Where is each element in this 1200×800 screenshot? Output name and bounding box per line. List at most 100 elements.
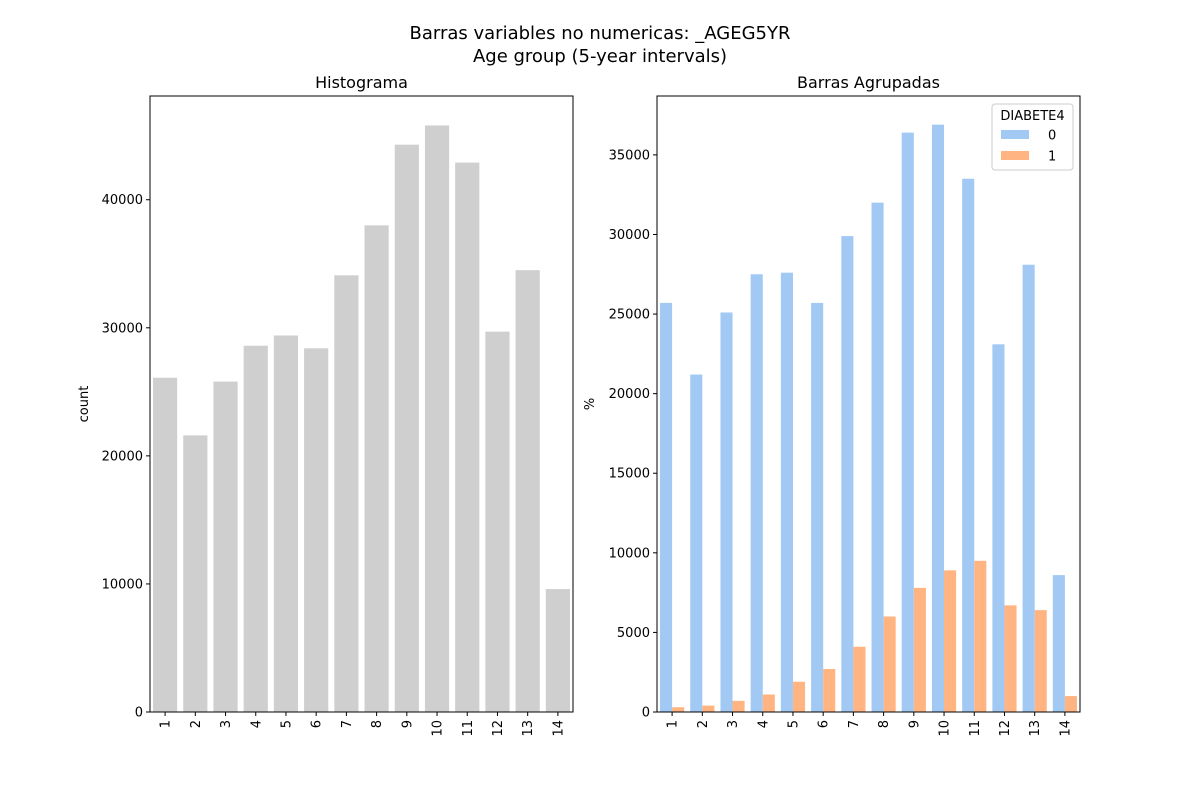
bar-cat-4 xyxy=(243,345,268,712)
y-tick-label: 30000 xyxy=(102,321,143,336)
x-tick-label: 3 xyxy=(726,720,741,728)
x-tick-label: 8 xyxy=(370,720,385,728)
bar-series-0-cat-1 xyxy=(660,302,673,712)
x-tick-label: 13 xyxy=(521,720,536,737)
bar-series-1-cat-14 xyxy=(1064,696,1077,712)
bar-series-0-cat-5 xyxy=(780,272,793,712)
x-tick-label: 10 xyxy=(938,720,953,737)
x-tick-label: 4 xyxy=(756,720,771,728)
bar-series-0-cat-3 xyxy=(720,312,733,712)
axes-frame xyxy=(149,95,574,713)
bar-series-1-cat-9 xyxy=(913,587,926,712)
y-axis-label: % xyxy=(583,398,598,410)
bar-cat-14 xyxy=(545,589,570,712)
y-tick-label: 0 xyxy=(642,706,650,721)
y-tick-label: 10000 xyxy=(102,577,143,592)
bar-series-1-cat-2 xyxy=(702,705,715,712)
bar-series-1-cat-8 xyxy=(883,616,896,712)
bar-series-1-cat-11 xyxy=(974,560,987,712)
bar-series-0-cat-12 xyxy=(992,344,1005,712)
bar-series-1-cat-13 xyxy=(1034,610,1047,712)
bar-series-0-cat-6 xyxy=(811,302,824,712)
x-tick-label: 4 xyxy=(249,720,264,728)
x-tick-label: 5 xyxy=(279,720,294,728)
legend: DIABETE4 0 1 xyxy=(991,103,1074,171)
bar-series-1-cat-10 xyxy=(944,570,957,712)
bar-cat-3 xyxy=(213,381,238,712)
bar-series-0-cat-8 xyxy=(871,202,884,712)
y-tick-label: 20000 xyxy=(609,387,650,402)
bar-series-0-cat-7 xyxy=(841,236,854,712)
x-tick-label: 5 xyxy=(786,720,801,728)
y-tick-label: 10000 xyxy=(609,546,650,561)
bar-series-1-cat-3 xyxy=(732,700,745,712)
bar-cat-2 xyxy=(183,435,208,712)
bar-cat-6 xyxy=(304,348,329,712)
x-tick-label: 7 xyxy=(847,720,862,728)
y-tick-label: 35000 xyxy=(609,148,650,163)
y-tick-label: 5000 xyxy=(617,626,650,641)
axes-title: Barras Agrupadas xyxy=(797,73,940,92)
x-tick-label: 3 xyxy=(219,720,234,728)
x-tick-label: 10 xyxy=(431,720,446,737)
y-tick-label: 15000 xyxy=(609,467,650,482)
bar-series-1-cat-12 xyxy=(1004,605,1017,712)
y-tick-label: 20000 xyxy=(102,449,143,464)
legend-label-1: 1 xyxy=(1048,150,1056,165)
x-tick-label: 1 xyxy=(159,720,174,728)
axes-title: Histograma xyxy=(315,73,408,92)
x-tick-label: 9 xyxy=(400,720,415,728)
x-tick-label: 6 xyxy=(817,720,832,728)
legend-swatch-0 xyxy=(1001,130,1029,139)
bar-cat-12 xyxy=(485,331,510,712)
bar-series-0-cat-11 xyxy=(962,178,975,712)
bar-series-1-cat-6 xyxy=(823,669,836,712)
y-tick-label: 0 xyxy=(135,706,143,721)
bar-cat-13 xyxy=(515,270,540,712)
bar-series-1-cat-4 xyxy=(762,694,775,712)
x-tick-label: 1 xyxy=(666,720,681,728)
bar-series-1-cat-5 xyxy=(792,681,806,712)
bar-series-1-cat-7 xyxy=(853,646,866,712)
bar-series-1-cat-1 xyxy=(672,707,685,712)
bar-cat-5 xyxy=(273,335,299,712)
axes-frame xyxy=(656,95,1081,713)
y-tick-label: 40000 xyxy=(102,193,143,208)
x-tick-label: 14 xyxy=(1058,720,1073,737)
y-tick-label: 30000 xyxy=(609,228,650,243)
x-tick-label: 9 xyxy=(907,720,922,728)
x-tick-label: 11 xyxy=(968,720,983,737)
x-tick-label: 12 xyxy=(998,720,1013,737)
suptitle-line-1: Barras variables no numericas: _AGEG5YR xyxy=(410,23,791,44)
x-tick-label: 13 xyxy=(1028,720,1043,737)
x-tick-label: 14 xyxy=(551,720,566,737)
bar-cat-7 xyxy=(334,275,359,712)
x-tick-label: 12 xyxy=(491,720,506,737)
legend-swatch-1 xyxy=(1001,151,1029,160)
grouped-bars-axes: Barras Agrupadas 0 5000 10000 15000 20000 2500… xyxy=(583,73,1081,737)
bar-series-0-cat-4 xyxy=(750,274,763,712)
bar-cat-1 xyxy=(153,377,178,712)
bar-cat-10 xyxy=(424,125,450,712)
bar-series-0-cat-2 xyxy=(690,374,703,712)
x-tick-label: 11 xyxy=(461,720,476,737)
bar-series-0-cat-13 xyxy=(1022,264,1035,712)
legend-title: DIABETE4 xyxy=(1000,109,1064,124)
bar-cat-11 xyxy=(455,162,480,712)
bar-series-0-cat-14 xyxy=(1052,575,1065,712)
y-tick-label: 25000 xyxy=(609,308,650,323)
legend-label-0: 0 xyxy=(1048,129,1056,144)
bar-series-0-cat-9 xyxy=(901,132,914,713)
x-tick-label: 2 xyxy=(189,720,204,728)
x-tick-label: 6 xyxy=(310,720,325,728)
x-tick-label: 7 xyxy=(340,720,355,728)
bar-cat-9 xyxy=(394,144,419,712)
bar-cat-8 xyxy=(364,225,389,712)
x-tick-label: 8 xyxy=(877,720,892,728)
bar-series-0-cat-10 xyxy=(931,124,945,712)
x-tick-label: 2 xyxy=(696,720,711,728)
y-axis-label: count xyxy=(77,386,92,423)
